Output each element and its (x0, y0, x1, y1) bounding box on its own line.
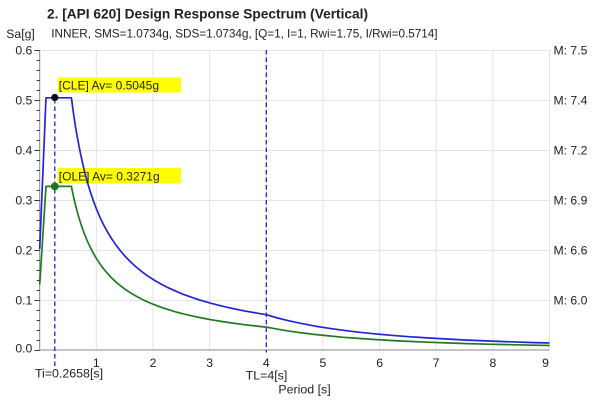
svg-text:0.5: 0.5 (15, 94, 32, 108)
svg-text:0.4: 0.4 (15, 144, 32, 158)
svg-text:M: 6.0: M: 6.0 (554, 294, 588, 308)
svg-text:1: 1 (93, 356, 100, 370)
svg-text:[OLE] Av= 0.3271g: [OLE] Av= 0.3271g (59, 169, 160, 183)
svg-text:0.6: 0.6 (15, 44, 32, 58)
svg-text:INNER, SMS=1.0734g, SDS=1.0734: INNER, SMS=1.0734g, SDS=1.0734g, [Q=1, I… (51, 27, 437, 41)
svg-text:M: 6.9: M: 6.9 (554, 194, 588, 208)
svg-text:4: 4 (263, 356, 270, 370)
svg-text:Period [s]: Period [s] (278, 383, 330, 397)
svg-text:2. [API 620] Design Response S: 2. [API 620] Design Response Spectrum (V… (47, 7, 368, 22)
svg-text:M: 6.6: M: 6.6 (554, 244, 588, 258)
svg-text:8: 8 (490, 356, 497, 370)
svg-text:9: 9 (542, 356, 549, 370)
svg-text:[CLE] Av= 0.5045g: [CLE] Av= 0.5045g (59, 78, 159, 92)
svg-text:0.2: 0.2 (15, 244, 32, 258)
svg-text:0.1: 0.1 (15, 294, 32, 308)
svg-text:M: 7.5: M: 7.5 (554, 44, 588, 58)
svg-text:M: 7.2: M: 7.2 (554, 144, 588, 158)
svg-text:7: 7 (433, 356, 440, 370)
svg-text:2: 2 (150, 356, 157, 370)
svg-text:TL=4[s]: TL=4[s] (246, 369, 288, 383)
svg-text:6: 6 (376, 356, 383, 370)
svg-text:5: 5 (320, 356, 327, 370)
svg-text:Sa[g]: Sa[g] (6, 27, 34, 41)
svg-text:3: 3 (206, 356, 213, 370)
svg-text:Ti=0.2658[s]: Ti=0.2658[s] (35, 367, 103, 381)
svg-text:M: 7.4: M: 7.4 (554, 94, 588, 108)
svg-text:0.3: 0.3 (15, 194, 32, 208)
svg-text:0.0: 0.0 (15, 342, 32, 356)
